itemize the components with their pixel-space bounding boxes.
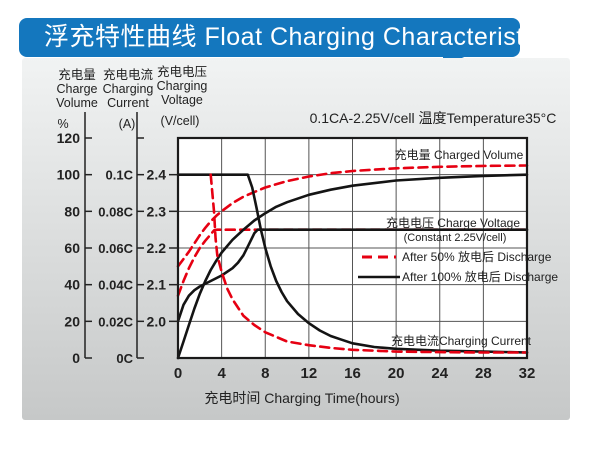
svg-text:0.06C: 0.06C xyxy=(98,241,133,256)
svg-text:40: 40 xyxy=(64,277,80,293)
legend-label-after-50: After 50% 放电后 Discharge xyxy=(402,249,552,264)
svg-text:28: 28 xyxy=(475,365,492,382)
curve-charging-current-after-50-discharge xyxy=(209,173,529,354)
svg-text:16: 16 xyxy=(344,365,361,382)
charge-voltage-label: 充电电压 Charge Voltage xyxy=(386,215,520,230)
svg-text:120: 120 xyxy=(57,130,81,146)
svg-text:80: 80 xyxy=(64,203,80,219)
svg-text:24: 24 xyxy=(431,365,448,382)
volume-axis-header-en2: Volume xyxy=(56,96,98,110)
voltage-axis-header-zh: 充电电压 xyxy=(157,64,207,79)
svg-text:2.3: 2.3 xyxy=(147,203,167,219)
title-banner: 浮充特性曲线 Float Charging Characteristics xyxy=(19,18,555,57)
svg-text:8: 8 xyxy=(261,365,269,382)
data-curves xyxy=(176,164,529,360)
voltage-axis-header-en1: Charging xyxy=(157,79,208,93)
curve-charging-current-after-100-discharge xyxy=(176,173,529,354)
x-axis-title: 充电时间 Charging Time(hours) xyxy=(204,390,399,406)
svg-text:0: 0 xyxy=(174,365,182,382)
svg-text:20: 20 xyxy=(64,313,80,329)
curve-annotations: 充电量 Charged Volume 充电电压 Charge Voltage (… xyxy=(386,147,532,348)
voltage-axis-unit: (V/cell) xyxy=(161,114,200,128)
curve-charged-volume-after-50-discharge xyxy=(176,164,529,268)
svg-text:100: 100 xyxy=(57,167,81,183)
svg-text:0.04C: 0.04C xyxy=(98,278,133,293)
chart-panel: 充电量 Charge Volume 充电电流 Charging Current … xyxy=(22,58,570,420)
curve-charged-volume-after-100-discharge xyxy=(176,173,529,360)
page-title: 浮充特性曲线 Float Charging Characteristics xyxy=(44,23,556,51)
svg-text:20: 20 xyxy=(388,365,405,382)
curve-charge-voltage-after-100-discharge xyxy=(176,228,529,323)
svg-text:32: 32 xyxy=(519,365,536,382)
svg-text:2.0: 2.0 xyxy=(147,313,167,329)
svg-text:0C: 0C xyxy=(116,351,133,366)
svg-text:12: 12 xyxy=(301,365,318,382)
charged-volume-label: 充电量 Charged Volume xyxy=(395,147,524,162)
svg-text:0.1C: 0.1C xyxy=(106,168,134,183)
svg-text:2.2: 2.2 xyxy=(147,240,167,256)
current-axis-unit: (A) xyxy=(119,117,136,131)
curve-charge-voltage-after-50-discharge xyxy=(176,228,529,297)
svg-text:2.1: 2.1 xyxy=(147,277,167,293)
svg-text:0: 0 xyxy=(72,350,80,366)
charging-current-label: 充电电流Charging Current xyxy=(391,333,532,348)
svg-text:0.08C: 0.08C xyxy=(98,204,133,219)
current-axis-header-en2: Current xyxy=(107,96,149,110)
voltage-axis-header-en2: Voltage xyxy=(161,93,203,107)
svg-text:2.4: 2.4 xyxy=(147,167,167,183)
current-axis-header-zh: 充电电流 xyxy=(103,67,154,82)
volume-axis-unit: % xyxy=(57,117,68,131)
legend-label-after-100: After 100% 放电后 Discharge xyxy=(402,269,558,284)
current-axis-header-en1: Charging xyxy=(103,82,154,96)
axis-headers: 充电量 Charge Volume 充电电流 Charging Current … xyxy=(56,64,207,131)
charging-condition-note: 0.1CA-2.25V/cell 温度Temperature35°C xyxy=(310,110,557,126)
float-charging-chart: 充电量 Charge Volume 充电电流 Charging Current … xyxy=(56,64,558,406)
volume-axis-header-zh: 充电量 xyxy=(58,67,96,82)
svg-text:4: 4 xyxy=(217,365,226,382)
axis-scales-and-ticks: 0204060801001200C0.02C0.04C0.06C0.08C0.1… xyxy=(57,112,536,382)
charge-voltage-sublabel: (Constant 2.25V/cell) xyxy=(404,232,507,244)
legend: After 50% 放电后 Discharge After 100% 放电后 D… xyxy=(358,249,558,284)
volume-axis-header-en1: Charge xyxy=(57,82,98,96)
svg-text:60: 60 xyxy=(64,240,80,256)
svg-text:0.02C: 0.02C xyxy=(98,314,133,329)
